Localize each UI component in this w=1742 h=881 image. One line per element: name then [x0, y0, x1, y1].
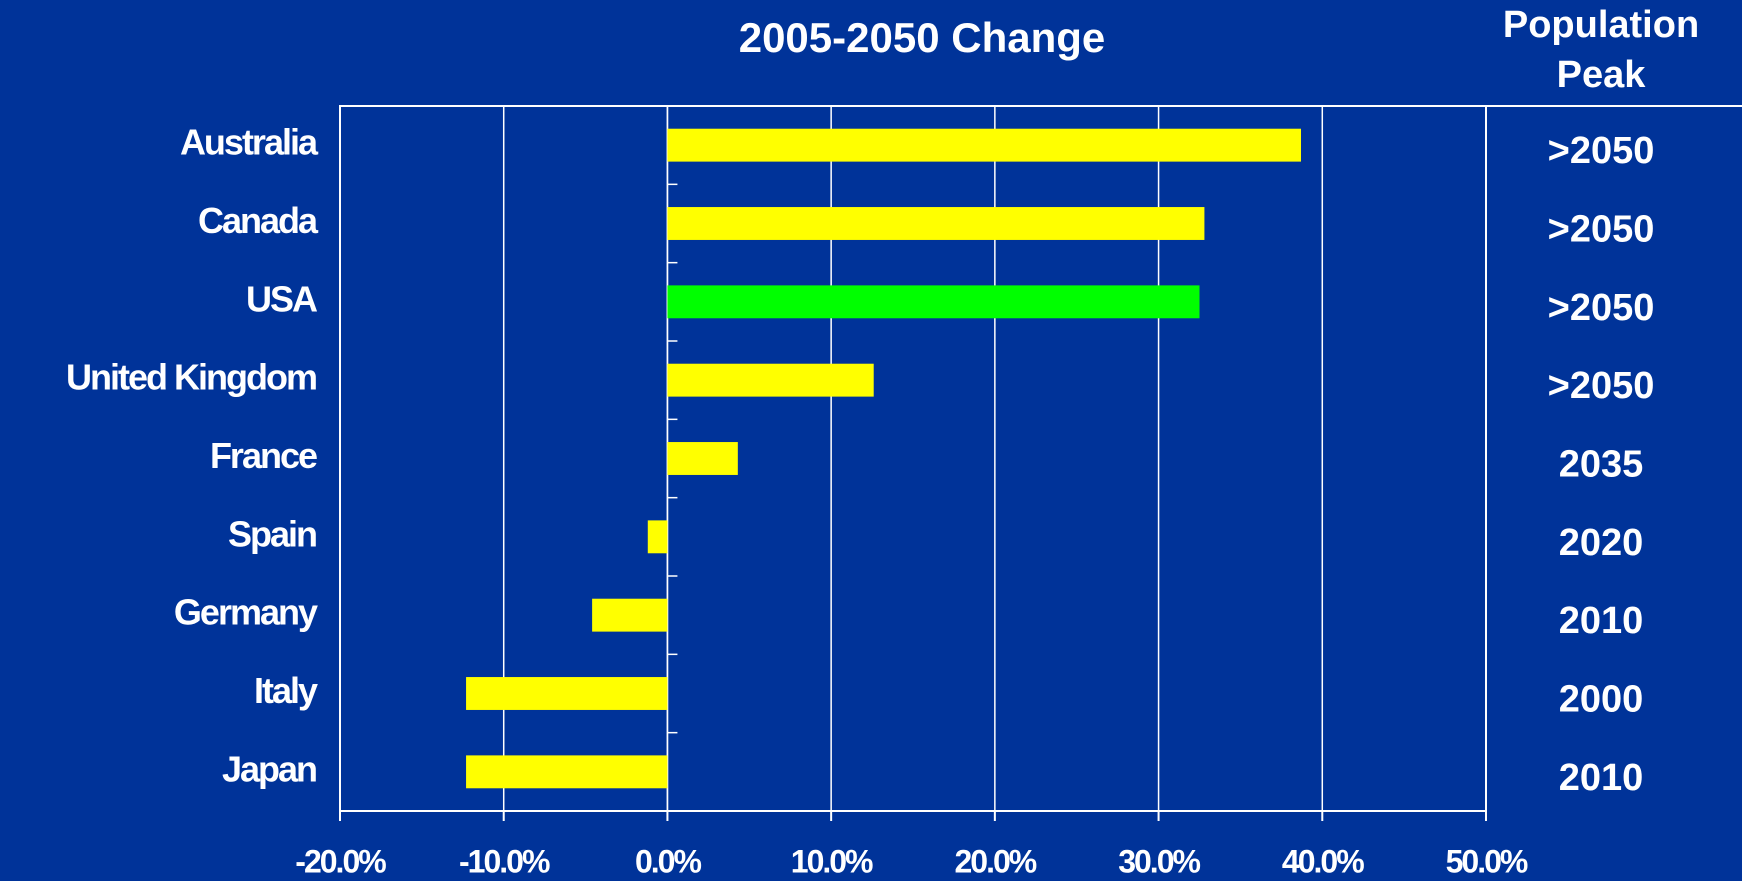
- bar: [647, 520, 668, 554]
- y-tick-label: USA: [246, 278, 318, 319]
- peak-label: 2000: [1559, 679, 1644, 721]
- peak-label: >2050: [1548, 365, 1655, 407]
- peak-label: >2050: [1548, 287, 1655, 329]
- y-tick-label: Spain: [228, 513, 316, 554]
- peak-label: 2010: [1559, 600, 1644, 642]
- x-tick-label: 20.0%: [954, 843, 1036, 879]
- y-tick-label: Australia: [180, 122, 319, 163]
- bar: [667, 363, 874, 397]
- peak-label: >2050: [1548, 130, 1655, 172]
- chart-title: 2005-2050 Change: [739, 14, 1106, 61]
- bar: [667, 128, 1302, 162]
- x-tick-label: 50.0%: [1446, 843, 1528, 879]
- bar: [667, 285, 1200, 319]
- x-tick-label: 10.0%: [791, 843, 873, 879]
- bar: [592, 598, 668, 632]
- bar: [667, 442, 738, 475]
- y-tick-label: Germany: [174, 592, 318, 633]
- peak-header: Population Peak: [1502, 4, 1700, 96]
- y-tick-label: Japan: [222, 748, 316, 789]
- y-tick-label: United Kingdom: [66, 357, 316, 398]
- y-tick-label: France: [210, 435, 317, 476]
- peak-label: 2010: [1559, 757, 1644, 799]
- y-tick-label: Italy: [254, 670, 318, 711]
- bar: [667, 207, 1205, 240]
- bar: [466, 677, 668, 710]
- x-tick-label: 0.0%: [635, 843, 701, 879]
- bar: [466, 755, 668, 789]
- peak-label: 2020: [1559, 522, 1644, 564]
- x-tick-label: -20.0%: [295, 843, 386, 879]
- x-tick-label: 40.0%: [1282, 843, 1364, 879]
- x-tick-label: 30.0%: [1118, 843, 1200, 879]
- peak-label: >2050: [1548, 209, 1655, 251]
- y-tick-label: Canada: [198, 200, 319, 241]
- peak-label: 2035: [1559, 444, 1644, 486]
- x-tick-label: -10.0%: [459, 843, 550, 879]
